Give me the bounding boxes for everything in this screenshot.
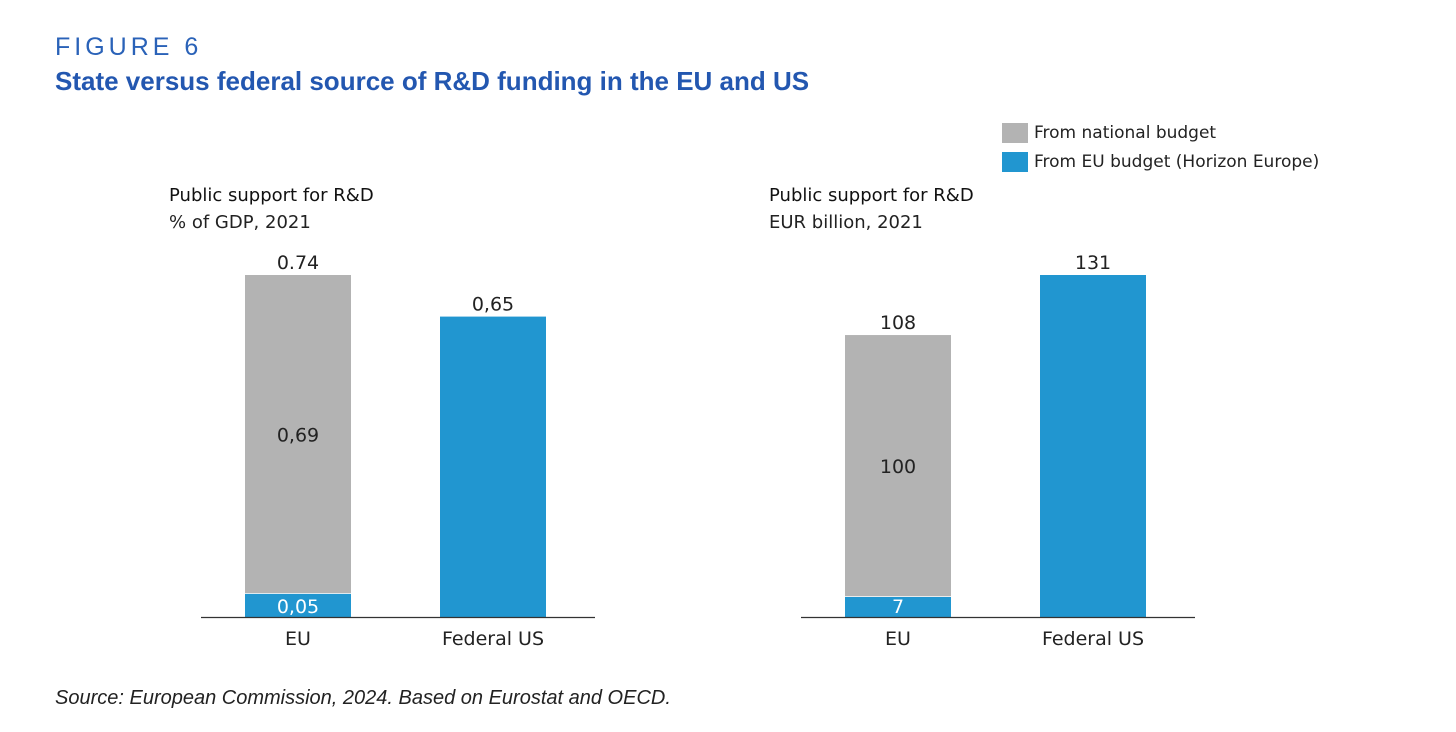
chart-title-gdp: Public support for R&D: [169, 185, 374, 206]
legend-swatch-eu-budget: [1002, 151, 1028, 172]
chart-heading-eur: Public support for R&D EUR billion, 2021: [769, 182, 974, 236]
chart-eur: 100 7 108 EU 131 Federal US: [801, 252, 1195, 650]
data-label-total-eu: 0.74: [277, 252, 319, 274]
data-label-total-eu: 108: [880, 312, 916, 334]
bar-national-eu: [845, 335, 951, 597]
chart-subtitle-eur: EUR billion, 2021: [769, 212, 923, 233]
x-tick-label-eu: EU: [285, 628, 311, 650]
chart-heading-gdp: Public support for R&D % of GDP, 2021: [169, 182, 374, 236]
bar-eu-budget-eu: [245, 593, 351, 617]
source-note: Source: European Commission, 2024. Based…: [55, 687, 671, 709]
bar-eu-budget-federal-us: [1040, 275, 1146, 617]
data-label-eu-budget-eu: 0,05: [277, 596, 319, 618]
bar-eu-budget-federal-us: [440, 316, 546, 617]
legend-item-eu-budget: From EU budget (Horizon Europe): [1002, 147, 1319, 176]
chart-title-eur: Public support for R&D: [769, 185, 974, 206]
chart-subtitle-gdp: % of GDP, 2021: [169, 212, 311, 233]
x-tick-label-federal-us: Federal US: [1042, 628, 1144, 650]
data-label-eu-budget-federal-us: 131: [1075, 252, 1111, 274]
figure-title: State versus federal source of R&D fundi…: [55, 66, 810, 96]
legend-label-eu-budget: From EU budget (Horizon Europe): [1034, 151, 1320, 172]
x-tick-label-federal-us: Federal US: [442, 628, 544, 650]
x-tick-label-eu: EU: [885, 628, 911, 650]
bar-national-eu: [245, 275, 351, 594]
data-label-national-eu: 0,69: [277, 424, 319, 446]
figure-label: FIGURE 6: [55, 33, 203, 61]
data-label-eu-budget-eu: 7: [892, 596, 904, 618]
chart-gdp: 0,69 0,05 0.74 EU 0,65 Federal US: [201, 252, 595, 650]
legend: From national budget From EU budget (Hor…: [1002, 118, 1319, 176]
legend-item-national: From national budget: [1002, 118, 1319, 147]
legend-swatch-national: [1002, 122, 1028, 143]
bar-eu-budget-eu: [845, 597, 951, 617]
data-label-national-eu: 100: [880, 456, 916, 478]
data-label-eu-budget-federal-us: 0,65: [472, 294, 514, 316]
legend-label-national: From national budget: [1034, 122, 1217, 143]
